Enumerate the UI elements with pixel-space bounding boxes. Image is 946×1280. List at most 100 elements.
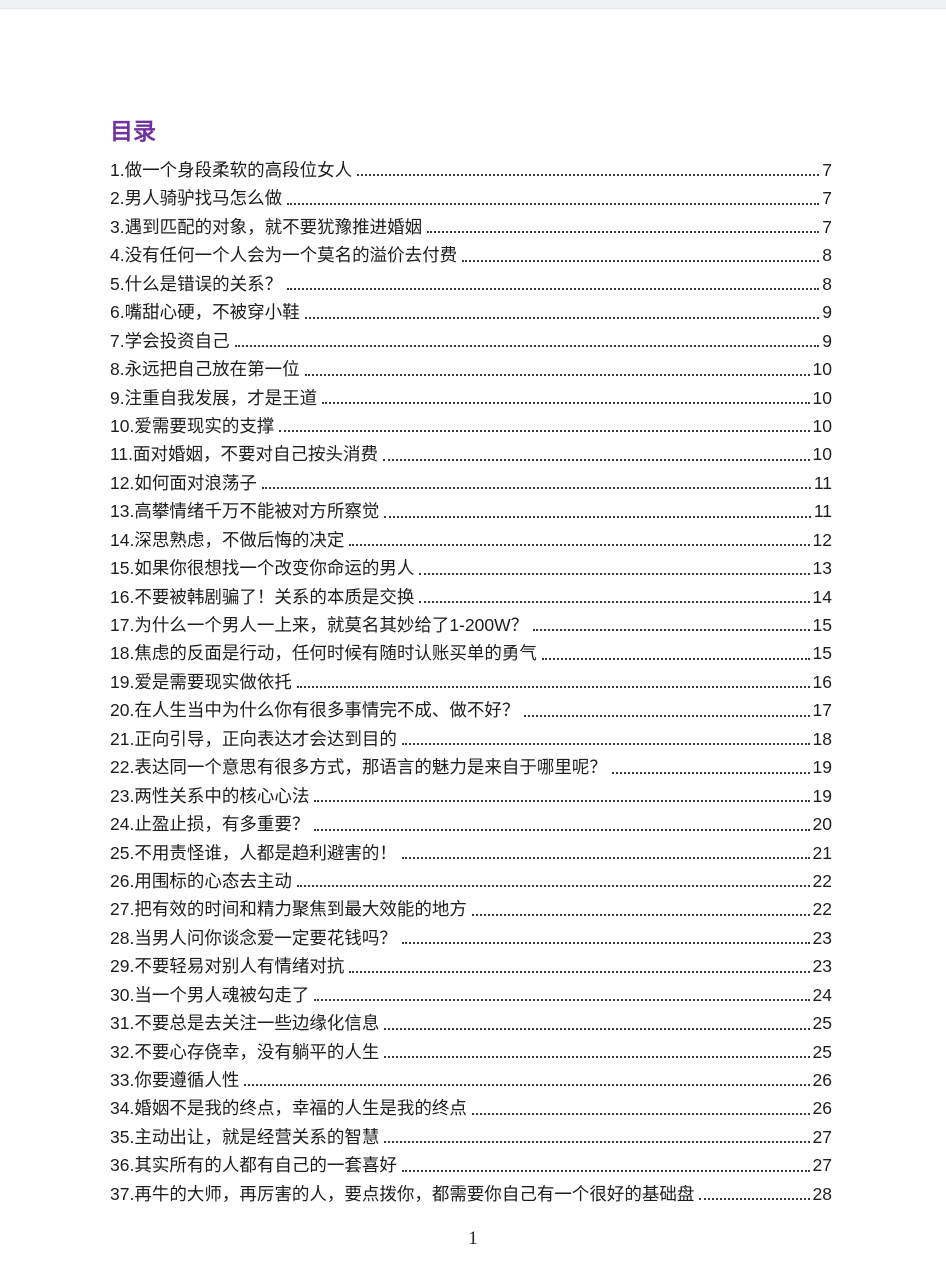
toc-entry-label: 30.当一个男人魂被勾走了: [110, 984, 310, 1005]
toc-entry-label: 23.两性关系中的核心心法: [110, 785, 310, 806]
toc-entry-page: 25: [812, 1013, 832, 1034]
toc-entry: 8.永远把自己放在第一位 10: [110, 355, 832, 383]
toc-entry: 33.你要遵循人性 26: [110, 1066, 832, 1094]
toc-entry-page: 23: [812, 927, 832, 948]
toc-entry-label: 21.正向引导，正向表达才会达到目的: [110, 728, 397, 749]
toc-entry-page: 12: [812, 529, 832, 550]
toc-leader-dots: [384, 1141, 810, 1144]
toc-leader-dots: [322, 401, 810, 404]
toc-entry: 6.嘴甜心硬，不被穿小鞋 9: [110, 298, 832, 326]
toc-entry: 21.正向引导，正向表达才会达到目的 18: [110, 725, 832, 753]
toc-entry: 29.不要轻易对别人有情绪对抗 23: [110, 952, 832, 980]
toc-entry-page: 26: [812, 1070, 832, 1090]
toc-leader-dots: [401, 1169, 810, 1172]
toc-leader-dots: [304, 316, 820, 319]
toc-entry-label: 35.主动出让，就是经营关系的智慧: [110, 1126, 380, 1147]
toc-entry: 23.两性关系中的核心心法 19: [110, 782, 832, 810]
toc-leader-dots: [357, 174, 820, 177]
toc-leader-dots: [287, 202, 820, 205]
toc-entry-page: 10: [812, 387, 832, 408]
toc-leader-dots: [287, 288, 820, 291]
toc-entry-page: 10: [812, 415, 832, 436]
toc-leader-dots: [401, 743, 810, 746]
toc-entry: 22.表达同一个意思有很多方式，那语言的魅力是来自于哪里呢？ 19: [110, 753, 832, 781]
toc-leader-dots: [401, 942, 810, 945]
toc-entry-label: 6.嘴甜心硬，不被穿小鞋: [110, 302, 300, 323]
toc-entry-page: 14: [812, 586, 832, 607]
toc-entry-page: 19: [812, 757, 832, 778]
toc-leader-dots: [384, 515, 811, 518]
toc-entry-label: 15.如果你很想找一个改变你命运的男人: [110, 558, 415, 579]
toc-leader-dots: [384, 1027, 810, 1030]
toc-entry: 31.不要总是去关注一些边缘化信息 25: [110, 1009, 832, 1037]
toc-leader-dots: [427, 231, 820, 234]
toc-entry-page: 7: [822, 160, 832, 180]
toc-leader-dots: [296, 885, 810, 888]
toc-entry: 27.把有效的时间和精力聚焦到最大效能的地方 22: [110, 895, 832, 923]
viewer-top-edge: [0, 0, 946, 9]
toc-entry-label: 17.为什么一个男人一上来，就莫名其妙给了1-200W？: [110, 615, 529, 635]
toc-entry: 25.不用责怪谁，人都是趋利避害的！ 21: [110, 839, 832, 867]
toc-entry-label: 28.当男人问你谈念爱一定要花钱吗？: [110, 927, 397, 948]
toc-entry-label: 20.在人生当中为什么你有很多事情完不成、做不好？: [110, 700, 520, 721]
toc-entry: 36.其实所有的人都有自己的一套喜好 27: [110, 1151, 832, 1179]
toc-entry-page: 19: [812, 785, 832, 806]
toc-entry-page: 22: [812, 899, 832, 920]
toc-leader-dots: [383, 458, 810, 461]
toc-leader-dots: [462, 259, 820, 262]
toc-entry: 10.爱需要现实的支撑 10: [110, 412, 832, 440]
toc-entry-label: 10.爱需要现实的支撑: [110, 415, 275, 436]
toc-entry-page: 8: [822, 245, 832, 266]
toc-entry-label: 7.学会投资自己: [110, 330, 230, 351]
toc-entry-page: 21: [812, 842, 832, 863]
toc-entry: 1.做一个身段柔软的高段位女人 7: [110, 156, 832, 184]
toc-leader-dots: [349, 970, 810, 973]
toc-entry-page: 10: [812, 359, 832, 380]
toc-leader-dots: [349, 544, 810, 547]
toc-leader-dots: [384, 1056, 810, 1058]
toc-leader-dots: [419, 601, 810, 603]
toc-entry-label: 29.不要轻易对别人有情绪对抗: [110, 956, 345, 977]
toc-entry-page: 10: [812, 444, 832, 465]
toc-entry: 28.当男人问你谈念爱一定要花钱吗？ 23: [110, 924, 832, 952]
toc-leader-dots: [279, 430, 810, 433]
toc-entry: 37.再牛的大师，再厉害的人，要点拨你，都需要你自己有一个很好的基础盘 28: [110, 1180, 832, 1208]
toc-leader-dots: [314, 828, 810, 831]
toc-entry-label: 11.面对婚姻，不要对自己按头消费: [110, 444, 379, 465]
toc-entry-label: 2.男人骑驴找马怎么做: [110, 188, 283, 209]
toc-entry-label: 33.你要遵循人性: [110, 1070, 240, 1090]
toc-entry: 12.如何面对浪荡子 11: [110, 469, 832, 497]
toc-leader-dots: [471, 913, 810, 916]
toc-entry-page: 26: [812, 1098, 832, 1119]
toc-list: 1.做一个身段柔软的高段位女人 7 2.男人骑驴找马怎么做 7 3.遇到匹配的对…: [110, 156, 832, 1208]
toc-entry-page: 13: [812, 558, 832, 579]
toc-entry: 4.没有任何一个人会为一个莫名的溢价去付费 8: [110, 241, 832, 269]
toc-entry: 5.什么是错误的关系？ 8: [110, 270, 832, 298]
toc-entry: 20.在人生当中为什么你有很多事情完不成、做不好？ 17: [110, 696, 832, 724]
toc-entry-label: 34.婚姻不是我的终点，幸福的人生是我的终点: [110, 1098, 467, 1119]
toc-entry-label: 5.什么是错误的关系？: [110, 273, 283, 294]
toc-entry-page: 22: [812, 870, 832, 891]
toc-entry-page: 7: [822, 216, 832, 237]
toc-entry: 2.男人骑驴找马怎么做 7: [110, 184, 832, 212]
toc-entry-page: 16: [812, 671, 832, 692]
toc-entry-page: 8: [822, 273, 832, 294]
toc-entry: 14.深思熟虑，不做后悔的决定 12: [110, 526, 832, 554]
toc-entry-label: 24.止盈止损，有多重要？: [110, 814, 310, 835]
toc-entry-page: 18: [812, 728, 832, 749]
toc-entry: 18.焦虑的反面是行动，任何时候有随时认账买单的勇气 15: [110, 639, 832, 667]
toc-entry-page: 27: [812, 1126, 832, 1147]
toc-entry-page: 15: [812, 615, 832, 635]
toc-entry-page: 9: [822, 330, 832, 351]
toc-entry: 3.遇到匹配的对象，就不要犹豫推进婚姻 7: [110, 213, 832, 241]
toc-entry-label: 1.做一个身段柔软的高段位女人: [110, 160, 353, 180]
toc-entry-label: 27.把有效的时间和精力聚焦到最大效能的地方: [110, 899, 467, 920]
toc-entry-label: 13.高攀情绪千万不能被对方所察觉: [110, 501, 380, 522]
page-footer: 1: [0, 1228, 946, 1250]
toc-leader-dots: [419, 572, 810, 575]
toc-entry: 34.婚姻不是我的终点，幸福的人生是我的终点 26: [110, 1094, 832, 1122]
toc-entry: 24.止盈止损，有多重要？ 20: [110, 810, 832, 838]
toc-entry-label: 26.用围标的心态去主动: [110, 870, 292, 891]
toc-entry-page: 23: [812, 956, 832, 977]
